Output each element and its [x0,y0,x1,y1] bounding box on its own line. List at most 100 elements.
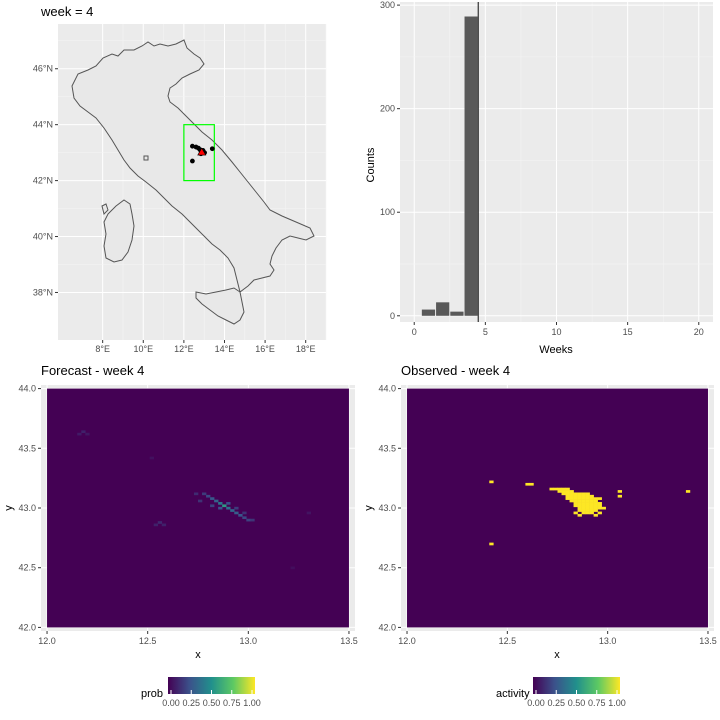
heatmap-cell [222,504,227,508]
map-axes: 8°E 10°E 12°E 14°E 16°E 18°E 38°N 40°N 42°N 44°N 4… [33,64,316,354]
heatmap-base-fill [47,388,349,628]
heatmap-cell [577,504,582,508]
observed-title: Observed - week 4 [401,363,510,378]
heatmap-cell [589,511,594,515]
heatmap-cell [585,504,590,508]
legend-tick-label: 1.00 [243,698,261,708]
map-point [190,158,195,164]
heatmap-cell [565,487,570,491]
prob-legend-title: prob [141,688,163,700]
heatmap-cell [306,511,312,515]
heatmap-cell [557,487,562,491]
legend-tick-label: 1.00 [608,698,626,708]
heatmap-y-tick-label: 42.5 [18,563,36,573]
map-point [209,146,215,152]
heatmap-cell [617,490,623,493]
heatmap-y-tick-label: 43.5 [18,443,36,453]
forecast-heatmap-cells [47,388,349,628]
map-x-tick-label: 16°E [255,344,275,354]
heatmap-cell [597,497,602,500]
forecast-ylabel: y [3,505,15,511]
heatmap-cell [577,506,582,510]
heatmap-cell [569,490,574,493]
prob-legend-ticks: 0.00 0.25 0.50 0.75 1.00 [162,690,261,708]
heatmap-cell [193,492,199,496]
heatmap-cell [581,492,586,496]
heatmap-cell [569,494,574,498]
heatmap-cell [218,506,223,510]
heatmap-y-tick-label: 42.0 [18,622,36,632]
hist-x-tick-label: 15 [623,327,633,337]
heatmap-cell [242,511,247,515]
heatmap-cell [577,513,582,517]
heatmap-cell [589,502,594,505]
hist-y-tick-label: 200 [380,104,395,114]
heatmap-cell [206,494,211,498]
heatmap-x-tick-label: 12.5 [499,636,517,646]
histogram-bars [421,2,479,322]
heatmap-cell [565,492,570,496]
heatmap-cell [218,502,223,505]
heatmap-cell [617,494,623,498]
heatmap-y-tick-label: 43.0 [18,503,36,513]
map-y-tick-label: 44°N [33,120,53,130]
heatmap-cell [593,502,598,505]
hist-x-tick-label: 20 [694,327,704,337]
heatmap-cell [234,506,239,510]
heatmap-cell [589,509,594,512]
heatmap-x-tick-label: 12.5 [139,636,157,646]
heatmap-cell [585,502,590,505]
heatmap-cell [585,511,590,515]
activity-legend: activity 0.00 0.25 0.50 0.75 1.00 [496,677,626,708]
legend-tick-label: 0.75 [223,698,241,708]
heatmap-cell [593,509,598,512]
hist-y-tick-label: 300 [380,0,395,10]
hist-y-tick-label: 0 [390,311,395,321]
map-x-tick-label: 14°E [215,344,235,354]
legend-tick-label: 0.75 [588,698,606,708]
heatmap-cell [557,490,562,493]
observed-axes: 12.0 12.5 13.0 13.5 42.0 42.5 43.0 43.5 44.0 [378,384,716,646]
map-y-tick-label: 42°N [33,176,53,186]
heatmap-cell [202,492,207,496]
hist-x-tick-label: 5 [483,327,488,337]
heatmap-cell [577,509,582,512]
hist-y-tick-label: 100 [380,207,395,217]
heatmap-cell [585,494,590,498]
heatmap-cell [573,499,578,503]
heatmap-cell [489,542,494,546]
heatmap-cell [561,492,566,496]
heatmap-cell [569,499,574,503]
heatmap-cell [597,511,602,515]
heatmap-cell [585,492,590,496]
italy-mainland [71,39,315,293]
heatmap-cell [226,502,231,505]
heatmap-x-tick-label: 13.5 [699,636,717,646]
forecast-title: Forecast - week 4 [41,363,144,378]
heatmap-cell [585,509,590,512]
heatmap-cell [250,518,255,522]
heatmap-cell [593,513,598,517]
heatmap-cell [210,504,215,508]
observed-xlabel: x [554,649,560,661]
heatmap-cell [581,509,586,512]
heatmap-cell [569,497,574,500]
heatmap-y-tick-label: 43.0 [378,503,396,513]
hist-x-tick-label: 10 [551,327,561,337]
legend-tick-label: 0.50 [203,698,221,708]
heatmap-cell [565,494,570,498]
heatmap-cell [529,482,534,486]
heatmap-cell [573,511,578,515]
heatmap-y-tick-label: 44.0 [378,384,396,394]
sardinia [103,199,135,263]
heatmap-cell [585,506,590,510]
prob-colorbar [168,677,255,694]
heatmap-cell [593,497,598,500]
heatmap-cell [597,502,602,505]
heatmap-cell [210,497,215,500]
heatmap-x-tick-label: 13.0 [240,636,258,646]
activity-legend-title: activity [496,688,530,700]
forecast-panel: Forecast - week 4 12.0 12.5 13.0 13.5 42.0 42… [3,363,358,708]
